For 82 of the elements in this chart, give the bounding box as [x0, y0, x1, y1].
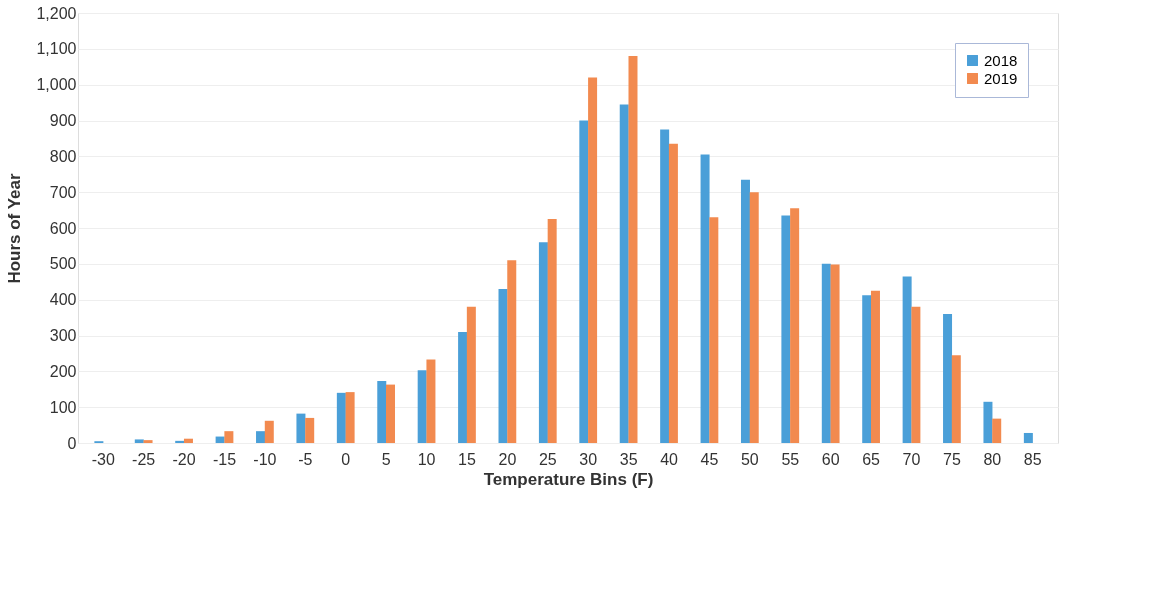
bar	[781, 215, 791, 443]
x-tick-label: -30	[91, 450, 115, 468]
bar	[305, 417, 315, 443]
bar	[426, 359, 436, 443]
y-tick-label: 200	[49, 362, 77, 380]
bar	[588, 77, 598, 443]
bar	[709, 217, 719, 443]
y-tick-label: 1,100	[36, 40, 77, 58]
bar	[992, 418, 1002, 443]
bar	[700, 154, 710, 443]
y-axis-title: Hours of Year	[5, 173, 25, 284]
x-tick-label: 15	[458, 450, 476, 468]
x-tick-label: 0	[341, 450, 351, 468]
x-tick-label: 55	[781, 450, 800, 468]
y-tick-label: 500	[49, 255, 77, 273]
legend-label: 2019	[984, 69, 1018, 87]
y-tick-label: 100	[49, 398, 77, 416]
y-tick-label: 0	[67, 434, 77, 452]
bar	[345, 392, 355, 443]
bar	[749, 192, 759, 443]
x-tick-label: 20	[498, 450, 517, 468]
bar	[902, 276, 912, 443]
x-tick-label: -5	[298, 450, 313, 468]
bar	[983, 401, 993, 443]
bar	[466, 306, 476, 443]
bar	[386, 384, 396, 443]
x-tick-label: -10	[253, 450, 277, 468]
x-tick-label: 75	[943, 450, 961, 468]
bar	[336, 392, 346, 443]
bar	[134, 439, 144, 443]
bar	[538, 242, 548, 443]
x-tick-label: 35	[619, 450, 638, 468]
bar	[264, 420, 274, 443]
bar	[175, 440, 185, 443]
bar	[943, 314, 953, 443]
y-tick-label: 800	[49, 147, 77, 165]
bar	[507, 260, 517, 443]
bar	[377, 381, 387, 443]
bar	[183, 438, 193, 443]
x-tick-label: 50	[740, 450, 759, 468]
y-tick-label: 900	[49, 112, 77, 129]
bar	[911, 306, 921, 443]
bar	[143, 440, 153, 443]
bar	[296, 413, 306, 443]
y-tick-label: 700	[49, 183, 77, 201]
x-tick-label: 45	[700, 450, 719, 468]
bar	[547, 219, 557, 443]
x-tick-label: -15	[212, 450, 237, 468]
bar	[830, 264, 840, 443]
bar	[579, 120, 589, 443]
bar	[224, 431, 234, 443]
bar	[870, 290, 880, 443]
x-tick-label: 40	[660, 450, 679, 468]
legend-label: 2018	[984, 51, 1018, 69]
bar	[951, 355, 961, 443]
bar	[660, 129, 670, 443]
y-tick-label: 1,000	[36, 76, 77, 94]
x-tick-label: 10	[417, 450, 436, 468]
x-tick-label: 85	[1023, 450, 1042, 468]
x-tick-label: 30	[579, 450, 598, 468]
bar	[1023, 432, 1033, 443]
bar	[740, 179, 750, 443]
bar	[458, 331, 468, 443]
x-tick-label: 80	[983, 450, 1002, 468]
bar	[821, 263, 831, 443]
x-tick-label: 25	[538, 450, 557, 468]
y-tick-label: 600	[49, 219, 77, 237]
bar	[790, 208, 800, 443]
x-tick-label: -25	[132, 450, 156, 468]
x-tick-label: 70	[902, 450, 921, 468]
bar	[256, 431, 266, 443]
bar	[862, 295, 872, 443]
x-tick-label: 5	[381, 450, 391, 468]
x-tick-label: -20	[172, 450, 196, 468]
y-tick-label: 300	[49, 327, 77, 344]
bar	[628, 56, 638, 443]
y-tick-label: 1,200	[36, 4, 77, 22]
x-tick-label: 60	[821, 450, 840, 468]
x-axis-title: Temperature Bins (F)	[483, 469, 654, 489]
y-tick-label: 400	[49, 291, 77, 309]
bar	[668, 143, 678, 443]
x-tick-label: 65	[862, 450, 881, 468]
